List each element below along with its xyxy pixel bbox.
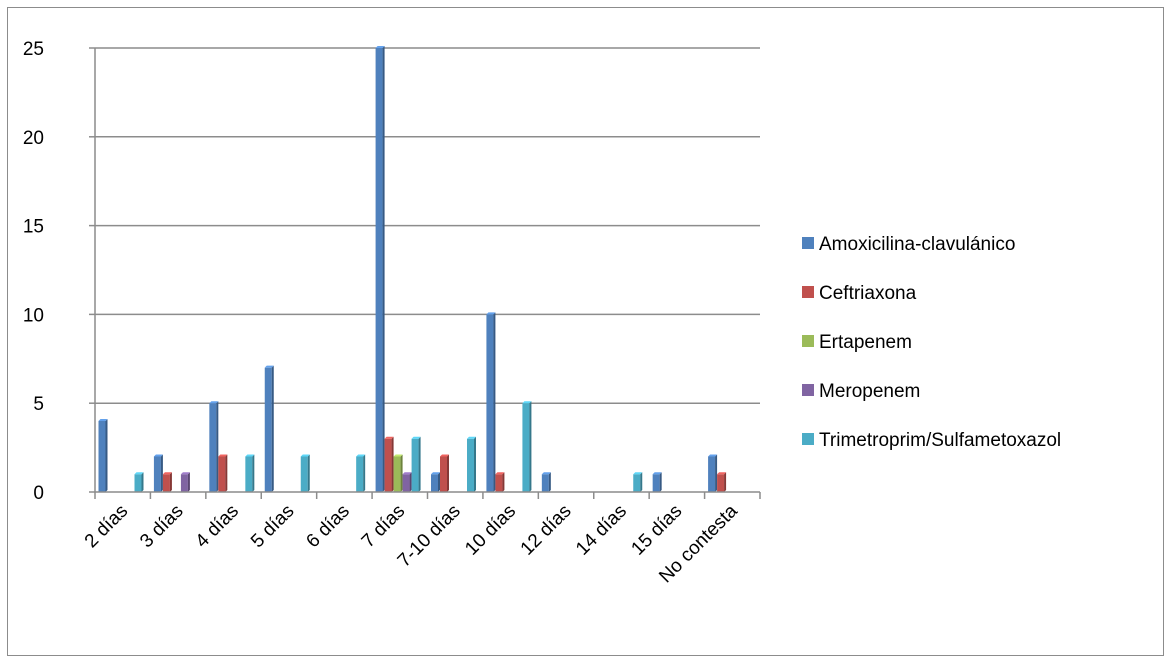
legend-item: Trimetroprim/Sulfametoxazol: [802, 430, 1061, 451]
bar: [633, 472, 643, 492]
x-tick-label: 6 días: [302, 501, 353, 552]
legend-label: Trimetroprim/Sulfametoxazol: [819, 430, 1061, 451]
legend-label: Meropenem: [819, 381, 920, 402]
bar: [162, 472, 172, 492]
bar: [411, 436, 421, 492]
x-tick-label: 4 días: [192, 501, 243, 552]
bar: [384, 436, 394, 492]
x-tick-label: 12 días: [517, 501, 576, 560]
gridlines: [89, 47, 761, 499]
legend-swatch: [802, 237, 814, 249]
bar: [467, 436, 476, 492]
y-tick-label: 5: [33, 394, 44, 415]
legend-item: Meropenem: [802, 381, 920, 402]
x-tick-label: 2 días: [81, 501, 132, 552]
legend-label: Ceftriaxona: [819, 283, 917, 304]
x-tick-label: 3 días: [136, 501, 187, 552]
axes: [94, 48, 760, 493]
bar: [134, 472, 144, 492]
bar: [356, 454, 366, 492]
x-tick-label: 14 días: [572, 501, 631, 560]
bar: [495, 472, 505, 492]
x-tick-label: 7 días: [358, 501, 409, 552]
legend-swatch: [802, 286, 814, 298]
bar: [300, 454, 310, 492]
bar: [153, 454, 163, 492]
bar: [708, 454, 718, 492]
bar: [402, 472, 412, 492]
legend-label: Ertapenem: [819, 332, 912, 353]
bars: [98, 46, 727, 492]
bar: [218, 454, 228, 492]
legend-swatch: [802, 384, 814, 396]
y-tick-labels: 0 5 10 15 20 25: [23, 39, 44, 504]
bar: [522, 401, 532, 492]
legend: Amoxicilina-clavulánico Ceftriaxona Ertape…: [802, 234, 1061, 451]
bar: [209, 401, 219, 492]
bar: [431, 472, 440, 492]
legend-item: Ertapenem: [802, 332, 912, 353]
x-tick-label: 10 días: [461, 501, 520, 560]
bar: [717, 472, 727, 492]
bar: [264, 365, 274, 492]
bar: [98, 418, 108, 492]
bar: [180, 472, 190, 492]
y-tick-label: 0: [33, 483, 44, 504]
bar: [486, 312, 496, 492]
x-tick-label: 5 días: [247, 501, 298, 552]
y-tick-label: 20: [23, 128, 44, 149]
bar: [393, 454, 403, 492]
y-tick-label: 10: [23, 305, 44, 326]
legend-swatch: [802, 433, 814, 445]
bar: [440, 454, 449, 492]
legend-item: Amoxicilina-clavulánico: [802, 234, 1015, 255]
bar: [652, 472, 662, 492]
legend-swatch: [802, 335, 814, 347]
bar: [375, 46, 385, 492]
y-tick-label: 25: [23, 39, 44, 60]
y-tick-label: 15: [23, 217, 44, 238]
bar: [541, 472, 551, 492]
x-tick-labels: 2 días 3 días 4 días 5 días 6 días 7 días7-10…: [81, 500, 742, 587]
legend-item: Ceftriaxona: [802, 283, 917, 304]
chart-frame: [7, 7, 1164, 656]
bar: [245, 454, 255, 492]
legend-label: Amoxicilina-clavulánico: [819, 234, 1015, 255]
